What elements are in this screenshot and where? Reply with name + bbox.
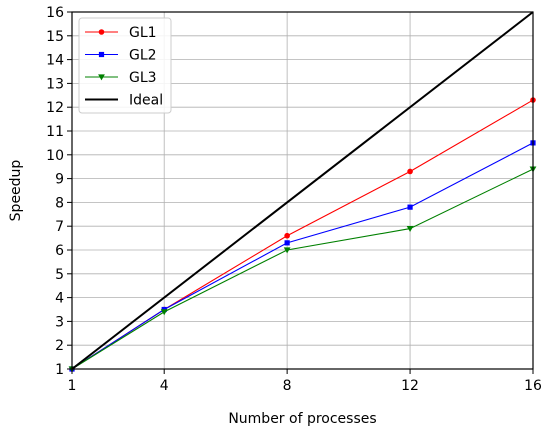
data-point-gl2 — [407, 204, 413, 210]
series-line-ideal — [71, 11, 534, 370]
y-tick-label: 16 — [46, 5, 64, 21]
legend-marker — [98, 74, 105, 81]
series-line-gl1 — [71, 99, 534, 370]
legend-label: GL3 — [129, 70, 157, 86]
y-tick-label: 15 — [46, 29, 64, 45]
y-tick-label: 1 — [55, 362, 64, 378]
legend-label: Ideal — [129, 93, 163, 109]
data-point-gl3 — [406, 225, 414, 232]
data-point-gl3 — [160, 309, 168, 316]
y-tick-label: 6 — [55, 243, 64, 259]
y-tick-label: 7 — [55, 219, 64, 235]
legend-item-gl1: GL1 — [85, 25, 157, 41]
x-tick-label: 8 — [283, 378, 292, 394]
x-tick-label: 12 — [401, 378, 419, 394]
x-axis-label: Number of processes — [228, 411, 376, 427]
x-tick-label: 4 — [160, 378, 169, 394]
plot-frame — [71, 11, 534, 370]
x-tick-label: 1 — [68, 378, 77, 394]
y-tick-label: 14 — [46, 53, 64, 69]
y-tick-label: 4 — [55, 291, 64, 307]
legend-box — [78, 17, 172, 114]
data-point-gl1 — [284, 232, 290, 239]
legend-item-gl3: GL3 — [85, 70, 157, 86]
y-tick-label: 10 — [46, 148, 64, 164]
series-lines — [68, 11, 537, 373]
legend-item-gl2: GL2 — [85, 48, 157, 64]
legend-marker — [98, 29, 105, 35]
y-axis-label: Speedup — [8, 160, 24, 222]
series-line-gl2 — [71, 142, 534, 370]
data-point-gl2 — [284, 240, 290, 246]
series-gl3 — [68, 166, 537, 373]
y-tick-label: 5 — [55, 267, 64, 283]
legend-label: GL2 — [129, 48, 157, 64]
legend-marker — [98, 51, 105, 58]
legend-item-ideal: Ideal — [85, 93, 163, 109]
legend-label: GL1 — [129, 25, 157, 41]
y-tick-label: 3 — [55, 314, 64, 330]
y-tick-label: 2 — [55, 338, 64, 354]
legend: GL1 GL2 GL3 Ideal — [78, 17, 172, 114]
series-ideal — [71, 11, 534, 370]
y-tick-label: 11 — [46, 124, 64, 140]
y-tick-label: 12 — [46, 100, 64, 116]
series-gl2 — [69, 140, 536, 372]
x-tick-label: 16 — [524, 378, 542, 394]
series-gl1 — [69, 97, 536, 372]
y-tick-label: 13 — [46, 76, 64, 92]
y-tick-label: 8 — [55, 195, 64, 211]
y-tick-label: 9 — [55, 172, 64, 188]
data-point-gl3 — [283, 247, 291, 254]
series-line-gl3 — [71, 168, 534, 370]
data-point-gl1 — [407, 168, 413, 175]
